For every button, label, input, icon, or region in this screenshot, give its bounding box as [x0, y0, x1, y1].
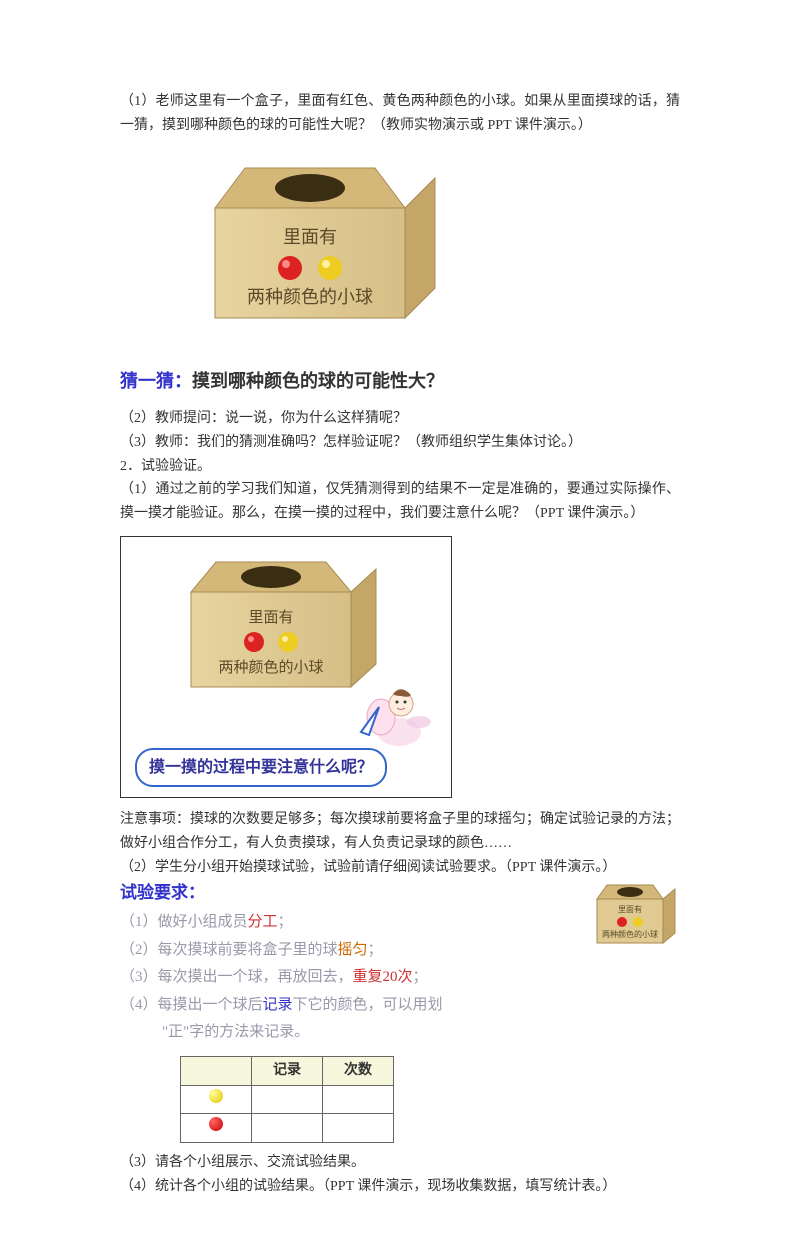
requirements-header: 试验要求： — [120, 879, 575, 908]
requirement-1: （1）做好小组成员分工； — [120, 910, 575, 936]
speech-bubble: 摸一摸的过程中要注意什么呢？ — [135, 748, 387, 787]
requirement-5: "正"字的方法来记录。 — [120, 1020, 575, 1046]
table-header-blank — [181, 1056, 252, 1085]
requirement-4: （4）每摸出一个球后记录下它的颜色，可以用划 — [120, 993, 575, 1019]
paragraph-8: （3）请各个小组展示、交流试验结果。 — [120, 1151, 680, 1175]
guess-label: 猜一猜： — [120, 371, 192, 391]
record-table: 记录 次数 — [180, 1056, 394, 1143]
paragraph-3: （3）教师：我们的猜测准确吗？怎样验证呢？（教师组织学生集体讨论。） — [120, 431, 680, 455]
yellow-ball-icon — [209, 1089, 223, 1103]
small-box-illustration: 里面有 两种颜色的小球 — [585, 879, 680, 963]
requirement-3: （3）每次摸出一个球，再放回去，重复20次； — [120, 965, 575, 991]
paragraph-4: 2．试验验证。 — [120, 455, 680, 479]
red-ball-icon — [209, 1117, 223, 1131]
guess-heading: 猜一猜：摸到哪种颜色的球的可能性大？ — [120, 366, 680, 397]
paragraph-2: （2）教师提问：说一说，你为什么这样猜呢？ — [120, 407, 680, 431]
framed-illustration: 里面有 两种颜色的小球 摸一摸的过程中要注意什么呢？ — [120, 536, 452, 798]
table-header-record: 记录 — [252, 1056, 323, 1085]
svg-text:两种颜色的小球: 两种颜色的小球 — [218, 659, 323, 676]
paragraph-1: （1）老师这里有一个盒子，里面有红色、黄色两种颜色的小球。如果从里面摸球的话，猜… — [120, 90, 680, 138]
table-header-count: 次数 — [323, 1056, 394, 1085]
paragraph-5: （1）通过之前的学习我们知道，仅凭猜测得到的结果不一定是准确的，要通过实际操作、… — [120, 478, 680, 526]
svg-text:里面有: 里面有 — [618, 904, 642, 914]
box-text-top: 里面有 — [283, 227, 337, 247]
svg-text:两种颜色的小球: 两种颜色的小球 — [602, 929, 658, 939]
svg-text:里面有: 里面有 — [248, 609, 293, 626]
paragraph-9: （4）统计各个小组的试验结果。（PPT 课件演示，现场收集数据，填写统计表。） — [120, 1175, 680, 1199]
requirement-2: （2）每次摸球前要将盒子里的球摇匀； — [120, 938, 575, 964]
table-row — [181, 1085, 394, 1114]
paragraph-6: 注意事项：摸球的次数要足够多；每次摸球前要将盒子里的球摇匀；确定试验记录的方法；… — [120, 808, 680, 856]
table-row — [181, 1114, 394, 1143]
paragraph-7: （2）学生分小组开始摸球试验，试验前请仔细阅读试验要求。（PPT 课件演示。） — [120, 856, 680, 880]
box-text-bottom: 两种颜色的小球 — [247, 287, 373, 307]
box-illustration-1: 里面有 两种颜色的小球 — [180, 153, 680, 352]
guess-text: 摸到哪种颜色的球的可能性大？ — [192, 371, 444, 391]
